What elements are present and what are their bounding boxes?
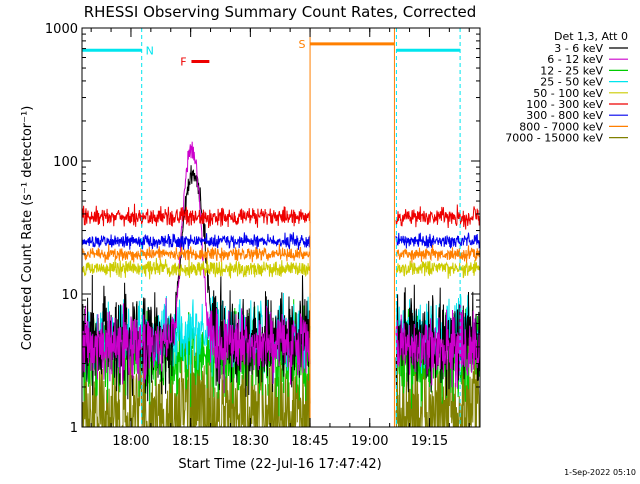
y-axis-label: Corrected Count Rate (s⁻¹ detector⁻¹): [20, 106, 35, 351]
series-line: [82, 232, 480, 250]
y-tick-label: 100: [53, 155, 78, 170]
annotation-label: S: [299, 38, 306, 51]
y-tick-label: 1: [70, 421, 78, 436]
legend-header: Det 1,3, Att 0: [554, 30, 628, 43]
annotation-label: N: [146, 44, 154, 57]
plot-area: N F S 1 10 100 1000 18:00 18:15 18:30 18:45 19:00 19…: [45, 22, 480, 449]
legend-label: 50 - 100 keV: [533, 87, 603, 100]
x-axis-label: Start Time (22-Jul-16 17:47:42): [178, 457, 381, 472]
x-tick-label: 19:15: [411, 434, 448, 449]
legend-label: 7000 - 15000 keV: [505, 132, 603, 145]
y-tick-label: 1000: [45, 22, 78, 37]
legend-label: 3 - 6 keV: [554, 42, 603, 55]
series-line: [82, 312, 480, 427]
series-line: [82, 141, 480, 394]
legend-label: 12 - 25 keV: [540, 64, 603, 77]
annotation-label: F: [180, 55, 186, 68]
x-tick-label: 18:00: [112, 434, 149, 449]
plot-frame: [81, 27, 481, 428]
legend-label: 25 - 50 keV: [540, 76, 603, 89]
legend-label: 800 - 7000 keV: [519, 120, 603, 133]
x-tick-label: 19:00: [351, 434, 388, 449]
series-line: [82, 257, 480, 280]
series-line: [82, 203, 480, 230]
legend-label: 6 - 12 keV: [547, 53, 603, 66]
x-tick-label: 18:45: [291, 434, 328, 449]
x-tick-label: 18:15: [172, 434, 209, 449]
chart-title: RHESSI Observing Summary Count Rates, Co…: [84, 3, 477, 21]
axes: 1 10 100 1000 18:00 18:15 18:30 18:45 19:00 19:15: [45, 22, 480, 449]
x-tick-label: 18:30: [232, 434, 269, 449]
legend-label: 300 - 800 keV: [526, 109, 603, 122]
legend-label: 100 - 300 keV: [526, 98, 603, 111]
footer-date: 1-Sep-2022 05:10: [564, 468, 636, 477]
y-tick-label: 10: [61, 288, 78, 303]
series-line: [82, 244, 480, 263]
